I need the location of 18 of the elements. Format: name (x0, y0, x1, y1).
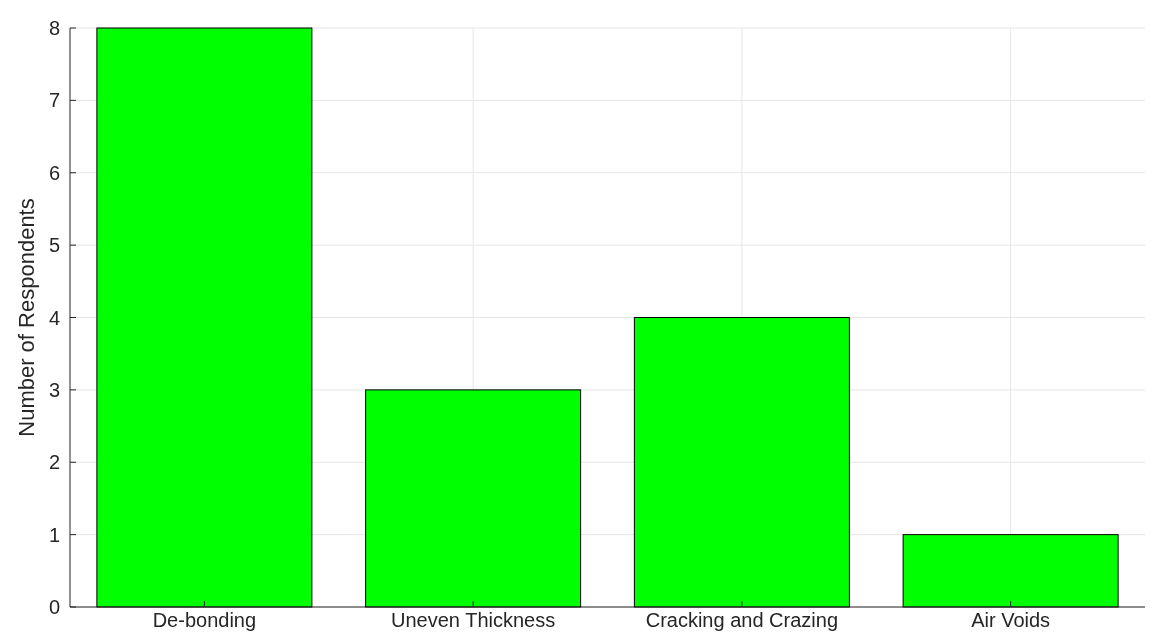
y-tick-label: 3 (48, 378, 60, 401)
bar (365, 389, 582, 608)
x-tick-label: Uneven Thickness (391, 609, 556, 631)
bar (902, 534, 1119, 608)
y-tick-label: 2 (48, 451, 60, 474)
y-tick-label: 4 (48, 306, 60, 329)
y-tick-label: 0 (48, 596, 60, 618)
x-tick-label: Air Voids (971, 609, 1051, 631)
y-tick-label: 5 (48, 234, 60, 257)
y-tick-label: 6 (48, 161, 60, 184)
y-tick-label: 7 (48, 89, 60, 112)
y-tick-label: 1 (48, 523, 60, 546)
x-tick-label: De-bonding (152, 609, 257, 631)
x-tick-label: Cracking and Crazing (645, 609, 839, 631)
bar (96, 27, 313, 608)
bar (633, 317, 850, 608)
y-axis-title: Number of Respondents (14, 198, 39, 437)
y-tick-label: 8 (48, 17, 60, 39)
